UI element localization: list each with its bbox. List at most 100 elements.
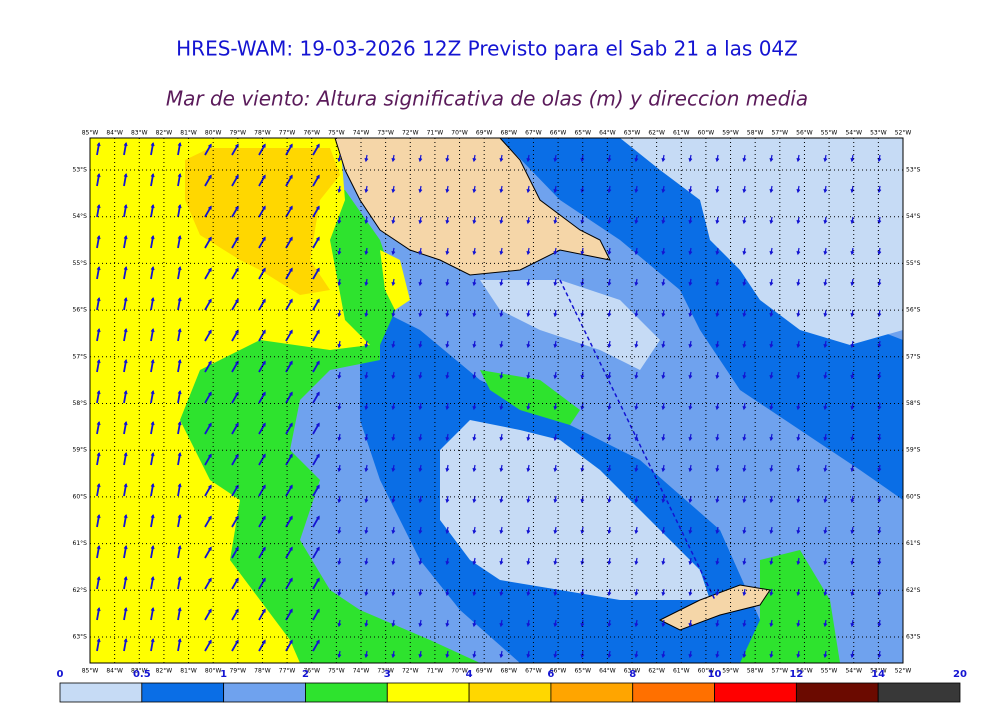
wind-arrow-head xyxy=(177,389,182,395)
wind-arrow-head xyxy=(445,188,450,194)
wind-arrow-head xyxy=(850,622,855,628)
wind-arrow-head xyxy=(769,219,774,225)
wind-arrow xyxy=(258,268,266,280)
wind-arrow-head xyxy=(123,234,128,240)
wind-arrow-head xyxy=(499,591,504,597)
wind-arrow-head xyxy=(796,436,801,442)
wind-arrow-head xyxy=(445,374,450,380)
wind-arrow xyxy=(231,392,239,404)
wind-arrow-head xyxy=(208,422,212,427)
wind-arrow-head xyxy=(316,267,320,272)
wind-arrow xyxy=(96,236,100,249)
wind-arrow-head xyxy=(289,267,293,272)
wind-arrow-head xyxy=(553,157,558,163)
wind-arrow-head xyxy=(877,591,882,597)
wind-arrow-head xyxy=(850,529,855,535)
wind-arrow-head xyxy=(123,296,128,302)
wind-arrow-head xyxy=(177,606,182,612)
title: HRES-WAM: 19-03-2026 12Z Previsto para e… xyxy=(176,37,798,61)
wind-arrow xyxy=(231,175,239,187)
lon-label: 55°W xyxy=(821,668,838,675)
wind-arrow-head xyxy=(607,188,612,194)
wind-arrow-head xyxy=(150,296,155,302)
lon-label: 64°W xyxy=(599,668,616,675)
wind-arrow-head xyxy=(607,281,612,287)
wind-arrow-head xyxy=(177,544,182,550)
wind-arrow-head xyxy=(364,436,369,442)
wind-arrow xyxy=(96,298,100,311)
wind-arrow-head xyxy=(316,360,320,365)
lon-label: 59°W xyxy=(722,130,739,137)
lat-label: 56°S xyxy=(906,307,921,314)
wind-arrow xyxy=(123,267,127,280)
wind-arrow xyxy=(150,267,154,280)
wind-arrow-head xyxy=(715,157,720,163)
wind-arrow-head xyxy=(337,622,342,628)
wind-arrow-head xyxy=(796,560,801,566)
wind-arrow-head xyxy=(418,312,423,318)
wind-arrow-head xyxy=(661,312,666,318)
wind-arrow-head xyxy=(877,281,882,287)
wind-arrow-head xyxy=(150,451,155,457)
wind-arrow xyxy=(123,236,127,249)
wind-arrow xyxy=(123,639,127,652)
wind-arrow-head xyxy=(553,250,558,256)
wind-arrow-head xyxy=(235,484,239,489)
wind-arrow-head xyxy=(850,436,855,442)
lon-label: 84°W xyxy=(106,130,123,137)
colorbar-tick-label: 0 xyxy=(57,669,64,680)
wind-arrow-head xyxy=(742,405,747,411)
wind-arrow-head xyxy=(472,653,477,659)
wind-arrow-head xyxy=(526,498,531,504)
wind-arrow-head xyxy=(208,143,212,148)
lon-label: 57°W xyxy=(772,668,789,675)
wind-arrow-head xyxy=(445,591,450,597)
wind-arrow xyxy=(285,578,293,590)
wind-arrow-head xyxy=(123,203,128,209)
wind-arrow-head xyxy=(391,188,396,194)
wind-arrow-head xyxy=(289,236,293,241)
lon-label: 77°W xyxy=(279,668,296,675)
wind-arrow-head xyxy=(289,205,293,210)
wind-arrow-head xyxy=(235,360,239,365)
lat-label: 53°S xyxy=(73,167,88,174)
wind-arrow xyxy=(123,298,127,311)
wind-arrow xyxy=(96,422,100,435)
lon-label: 74°W xyxy=(353,130,370,137)
wind-arrow-head xyxy=(553,529,558,535)
wind-arrow-head xyxy=(289,422,293,427)
lat-label: 53°S xyxy=(906,167,921,174)
wind-arrow-head xyxy=(823,653,828,659)
wind-arrow-head xyxy=(661,219,666,225)
wind-arrow xyxy=(177,298,181,311)
wind-arrow-head xyxy=(715,250,720,256)
wind-arrow-head xyxy=(208,546,212,551)
wind-arrow xyxy=(312,299,320,311)
wind-arrow-head xyxy=(742,622,747,628)
wind-arrow-head xyxy=(580,653,585,659)
wind-arrow-head xyxy=(418,653,423,659)
wind-arrow-head xyxy=(96,575,101,581)
colorbar-tick-label: 3 xyxy=(384,669,391,680)
wind-arrow xyxy=(204,423,212,435)
wind-arrow-head xyxy=(177,265,182,271)
wind-arrow-head xyxy=(177,296,182,302)
wind-arrow-head xyxy=(634,622,639,628)
wind-arrow-head xyxy=(850,653,855,659)
wind-arrow xyxy=(312,144,320,156)
lon-label: 67°W xyxy=(525,668,542,675)
wind-arrow-head xyxy=(580,622,585,628)
wind-arrow xyxy=(258,640,266,652)
wind-arrow-head xyxy=(661,188,666,194)
wind-arrow-head xyxy=(580,250,585,256)
wind-arrow-head xyxy=(796,188,801,194)
wind-arrow-head xyxy=(823,281,828,287)
lat-label: 59°S xyxy=(906,447,921,454)
wind-arrow xyxy=(312,578,320,590)
wind-arrow-head xyxy=(742,157,747,163)
colorbar-swatch xyxy=(468,682,552,703)
wind-arrow-head xyxy=(688,343,693,349)
lon-label: 54°W xyxy=(845,668,862,675)
wind-arrow-head xyxy=(208,639,212,644)
wind-arrow-head xyxy=(499,188,504,194)
